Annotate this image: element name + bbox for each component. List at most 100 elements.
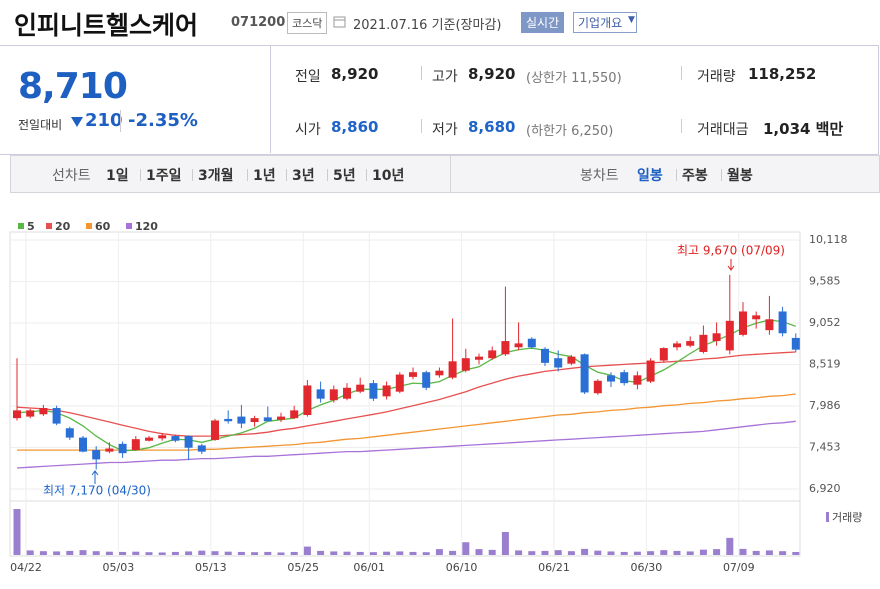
tab-bar [10,155,880,193]
y-tick-label: 6,920 [809,482,841,495]
candle-body [422,372,431,388]
tab-label: 봉차트 [580,168,619,184]
volume-bar [409,551,417,555]
item-divider [681,66,682,80]
volume-bar [343,551,351,555]
tab-option[interactable]: 1년 [253,168,276,184]
volume-bar [53,551,61,555]
candle-body [343,387,351,399]
volume-bar [145,552,153,555]
item-label: 저가 [432,122,458,138]
volume-bar [713,549,721,555]
tab-separator [140,169,141,181]
moving-average [17,393,796,451]
candle-body [501,341,510,355]
annotation-arrow [727,259,735,271]
candle-body [382,385,391,397]
candle-body [237,416,246,424]
volume-bar [620,551,628,555]
candle-body [52,408,61,424]
candle-body [13,410,21,419]
volume-swatch [826,512,829,522]
candle-body [567,356,576,364]
stock-code: 071200 [231,15,286,30]
tab-option[interactable]: 1일 [106,168,129,184]
legend-label: 120 [135,220,158,233]
plot-frame [9,231,801,502]
candle-body [475,356,483,360]
candle-body [145,437,153,441]
candle-body [369,383,378,399]
volume-bar [13,509,21,555]
x-tick-label: 06/10 [446,561,478,574]
tab-option[interactable]: 10년 [372,168,405,184]
volume-bar [369,552,377,555]
item-divider [421,119,422,133]
candle-body [607,375,615,382]
volume-bar [567,551,575,555]
item-label: 거래량 [697,69,736,85]
candle-body [580,354,589,393]
volume-bar [779,551,787,555]
item-value: 1,034 백만 [763,120,844,138]
candle-body [356,384,365,392]
realtime-button[interactable]: 실시간 [521,12,565,33]
volume-bar [686,551,694,555]
volume-bar [673,550,681,555]
tab-option[interactable]: 3개월 [198,168,234,184]
candle-body [739,311,747,335]
tab-option[interactable]: 1주일 [146,168,182,184]
company-info-button[interactable]: 기업개요 [573,12,638,33]
change-label: 전일대비 [18,118,63,132]
volume-bar [264,551,272,555]
moving-average [16,420,796,469]
legend-swatch [126,223,132,229]
volume-bar [594,550,602,555]
x-tick-label: 06/30 [631,561,663,574]
candle-body [303,385,312,416]
volume-bar [251,552,259,555]
candle-body [395,374,404,392]
tab-option[interactable]: 5년 [333,168,356,184]
candle-body [158,435,167,439]
calendar-icon [333,16,346,28]
volume-bar [501,532,509,555]
candle-body [646,360,655,382]
volume-bar [396,551,404,555]
candle-body [79,437,87,452]
company-name: 인피니트헬스케어 [14,11,199,40]
summary-box [0,45,879,155]
candle-body [316,389,325,399]
candle-body [725,320,734,351]
x-tick-label: 06/01 [353,561,385,574]
tab-option[interactable]: 주봉 [682,168,708,184]
item-label: 시가 [295,122,321,138]
x-tick-label: 07/09 [723,561,755,574]
tab-option[interactable]: 3년 [292,168,315,184]
volume-bar [119,551,127,555]
tab-option[interactable]: 월봉 [727,168,753,184]
volume-bar [132,551,140,555]
volume-bar [765,550,773,555]
dropdown-caret: ▼ [628,15,635,25]
volume-bar [105,551,113,555]
candle-body [92,450,101,460]
volume-bar [330,551,338,555]
volume-bar [198,550,206,555]
volume-bar [66,550,74,555]
volume-bar [541,550,549,555]
item-value: 118,252 [748,65,817,83]
moving-average [16,351,796,437]
tab-option[interactable]: 일봉 [637,168,663,184]
tab-label: 선차트 [52,168,91,184]
legend-label: 20 [55,220,71,233]
legend-label: 60 [95,220,111,233]
volume-bar [158,552,166,555]
candle-body [329,389,338,401]
summary-divider [270,46,271,153]
volume-bar [528,551,536,555]
volume-bar [317,550,325,555]
volume-bar [607,551,615,555]
volume-bar [356,551,364,555]
